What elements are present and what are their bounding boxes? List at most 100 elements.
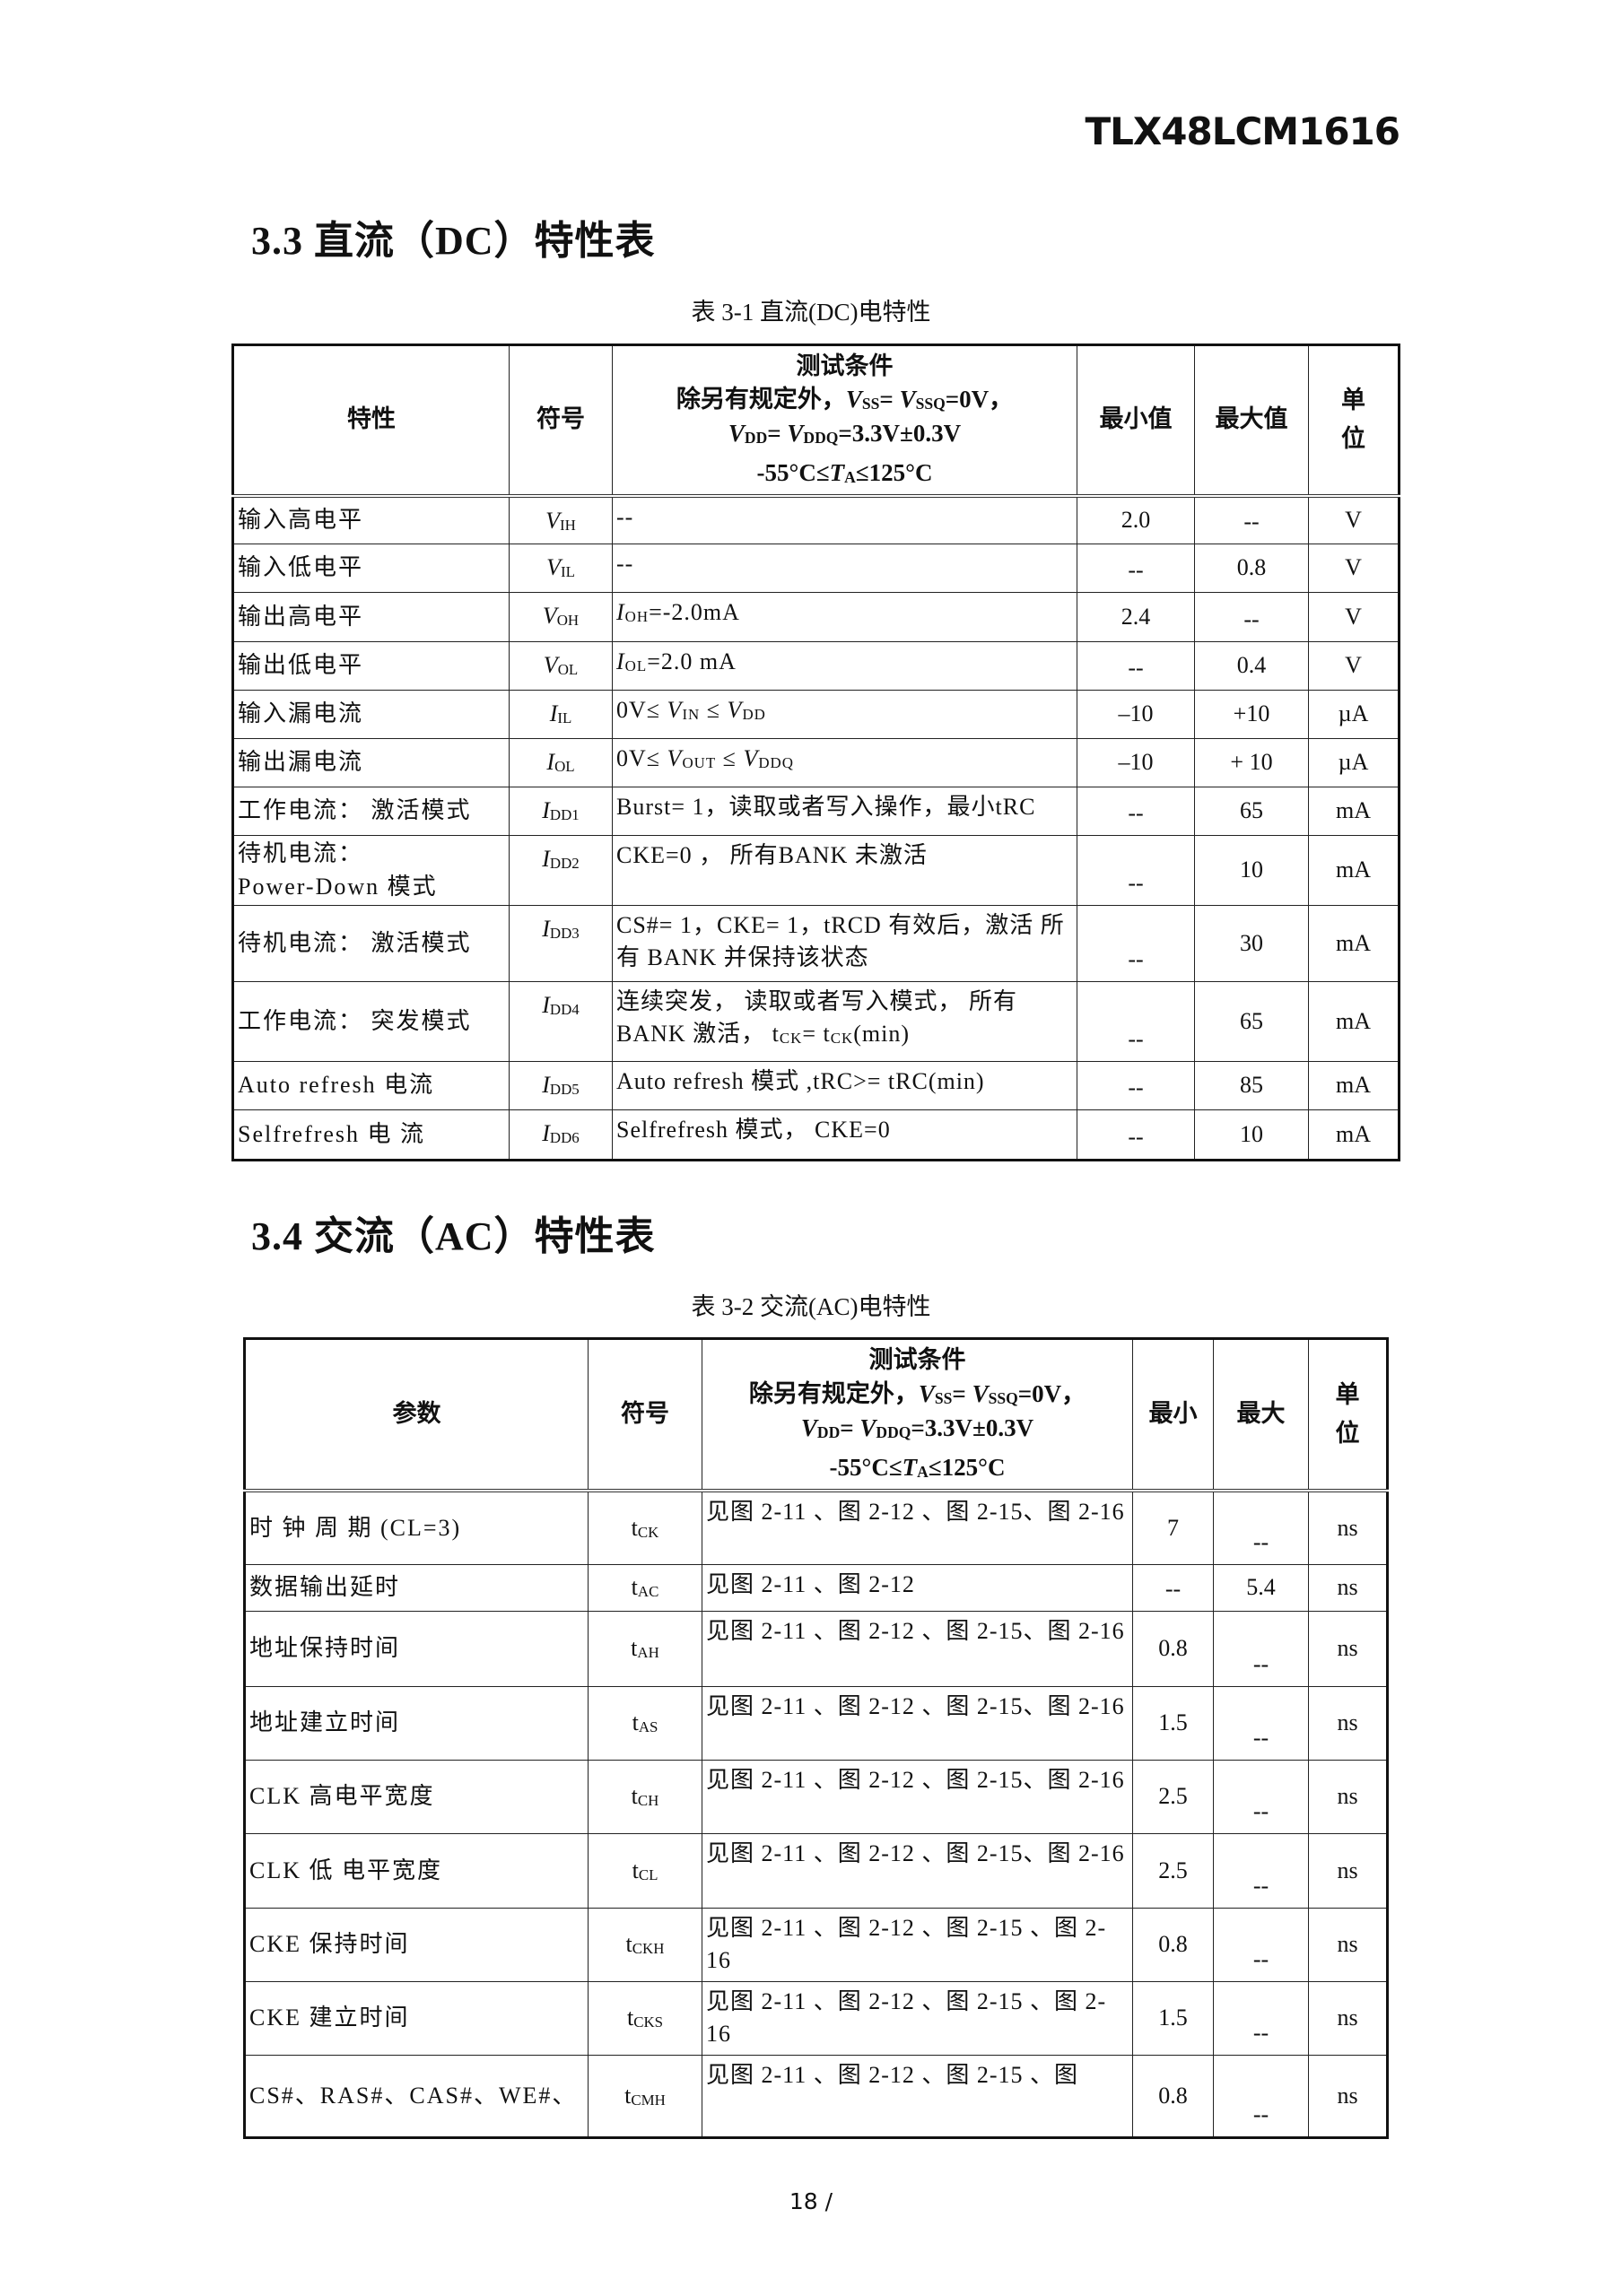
param-cell: 输入高电平 <box>232 495 510 544</box>
min-cell: -- <box>1077 835 1195 906</box>
max-cell: -- <box>1213 2055 1309 2138</box>
table-row: CS#、RAS#、CAS#、WE#、 tCMH 见图 2-11 、图 2-12 、图… <box>244 2055 1388 2138</box>
table-row: 地址建立时间 tAS 见图 2-11 、图 2-12 、图 2-15、图 2-16 1… <box>244 1686 1388 1761</box>
condition-cell: CS#= 1，CKE= 1，tRCD 有效后，激活 所有 BANK 并保持该状态 <box>612 905 1077 982</box>
min-cell: 2.0 <box>1077 495 1195 544</box>
unit-cell: ns <box>1308 1611 1388 1687</box>
unit-cell: ns <box>1308 1833 1388 1909</box>
max-cell: 10 <box>1194 835 1309 906</box>
param-cell: 地址建立时间 <box>244 1686 589 1761</box>
header-symbol: 符号 <box>588 1338 702 1491</box>
table-row: 地址保持时间 tAH 见图 2-11 、图 2-12 、图 2-15、图 2-16 0… <box>244 1611 1388 1687</box>
table-header-row: 特性 符号 测试条件 除另有规定外，VSS= VSSQ=0V， VDD= VDDQ=… <box>232 344 1400 496</box>
max-cell: -- <box>1213 1908 1309 1982</box>
symbol-cell: VOL <box>509 641 613 691</box>
max-cell: 65 <box>1194 981 1309 1062</box>
symbol-cell: tCKH <box>588 1908 702 1982</box>
ac-characteristics-table: 参数 符号 测试条件 除另有规定外，VSS= VSSQ=0V， VDD= VDDQ=… <box>243 1337 1389 2139</box>
header-param: 特性 <box>232 344 510 496</box>
symbol-cell: IDD6 <box>509 1109 613 1161</box>
table-row: 时 钟 周 期 (CL=3) tCK 见图 2-11 、图 2-12 、图 2-15… <box>244 1490 1388 1565</box>
header-max: 最大 <box>1213 1338 1309 1491</box>
condition-cell: Auto refresh 模式 ,tRC>= tRC(min) <box>612 1061 1077 1110</box>
min-cell: –10 <box>1077 690 1195 739</box>
table-row: 待机电流： 激活模式 IDD3 CS#= 1，CKE= 1，tRCD 有效后，激活 … <box>232 905 1400 982</box>
symbol-cell: IDD3 <box>509 905 613 982</box>
table-row: 待机电流： Power-Down 模式 IDD2 CKE=0 ， 所有BANK 未激… <box>232 835 1400 906</box>
unit-cell: V <box>1308 495 1400 544</box>
param-cell: 输出漏电流 <box>232 738 510 787</box>
unit-cell: V <box>1308 592 1400 642</box>
param-cell: CLK 高电平宽度 <box>244 1760 589 1834</box>
table-row: CKE 保持时间 tCKH 见图 2-11 、图 2-12 、图 2-15 、图 2… <box>244 1908 1388 1982</box>
param-cell: CKE 建立时间 <box>244 1981 589 2056</box>
unit-cell: mA <box>1308 1061 1400 1110</box>
header-min: 最小 <box>1132 1338 1214 1491</box>
param-cell: CKE 保持时间 <box>244 1908 589 1982</box>
max-cell: 10 <box>1194 1109 1309 1161</box>
condition-cell: 0V≤ VOUT ≤ VDDQ <box>612 738 1077 787</box>
unit-cell: mA <box>1308 1109 1400 1161</box>
condition-line: VDD= VDDQ=3.3V±0.3V <box>800 1413 1034 1441</box>
symbol-cell: VIH <box>509 495 613 544</box>
min-cell: -- <box>1077 981 1195 1062</box>
document-id: TLX48LCM1616 <box>1085 109 1400 153</box>
table-row: Auto refresh 电流 IDD5 Auto refresh 模式 ,tRC>… <box>232 1061 1400 1110</box>
unit-cell: mA <box>1308 787 1400 836</box>
max-cell: 65 <box>1194 787 1309 836</box>
unit-cell: ns <box>1308 1760 1388 1834</box>
condition-cell: 见图 2-11 、图 2-12 、图 2-15、图 2-16 <box>702 1490 1133 1565</box>
min-cell: -- <box>1077 787 1195 836</box>
symbol-cell: IDD4 <box>509 981 613 1062</box>
condition-line: VDD= VDDQ=3.3V±0.3V <box>728 420 962 448</box>
condition-cell: -- <box>612 495 1077 544</box>
min-cell: 1.5 <box>1132 1686 1214 1761</box>
min-cell: –10 <box>1077 738 1195 787</box>
min-cell: 7 <box>1132 1490 1214 1565</box>
unit-cell: ns <box>1308 1490 1388 1565</box>
table-row: CLK 高电平宽度 tCH 见图 2-11 、图 2-12 、图 2-15、图 2-… <box>244 1760 1388 1834</box>
table-caption-ac: 表 3-2 交流(AC)电特性 <box>691 1293 931 1320</box>
param-cell: CS#、RAS#、CAS#、WE#、 <box>244 2055 589 2138</box>
max-cell: -- <box>1213 1760 1309 1834</box>
header-symbol: 符号 <box>509 344 613 496</box>
condition-cell: 见图 2-11 、图 2-12 、图 2-15、图 2-16 <box>702 1760 1133 1834</box>
table-row: 数据输出延时 tAC 见图 2-11 、图 2-12 -- 5.4 ns <box>244 1564 1388 1612</box>
param-cell: Auto refresh 电流 <box>232 1061 510 1110</box>
header-unit: 单位 <box>1308 1338 1388 1491</box>
table-row: CKE 建立时间 tCKS 见图 2-11 、图 2-12 、图 2-15 、图 2… <box>244 1981 1388 2056</box>
condition-cell: 0V≤ VIN ≤ VDD <box>612 690 1077 739</box>
condition-line: -55°C≤TA≤125°C <box>756 459 933 487</box>
condition-line: 测试条件 <box>868 1346 966 1374</box>
symbol-cell: IIL <box>509 690 613 739</box>
max-cell: -- <box>1213 1490 1309 1565</box>
param-cell: 待机电流： Power-Down 模式 <box>232 835 510 906</box>
min-cell: 0.8 <box>1132 2055 1214 2138</box>
unit-cell: mA <box>1308 835 1400 906</box>
condition-cell: IOL=2.0 mA <box>612 641 1077 691</box>
max-cell: -- <box>1213 1981 1309 2056</box>
condition-cell: 见图 2-11 、图 2-12 <box>702 1564 1133 1612</box>
section-title-dc: 3.3 直流（DC）特性表 <box>251 219 656 263</box>
unit-cell: mA <box>1308 905 1400 982</box>
max-cell: -- <box>1194 495 1309 544</box>
min-cell: 0.8 <box>1132 1611 1214 1687</box>
condition-cell: 见图 2-11 、图 2-12 、图 2-15、图 2-16 <box>702 1611 1133 1687</box>
param-cell: 输出低电平 <box>232 641 510 691</box>
max-cell: 5.4 <box>1213 1564 1309 1612</box>
symbol-cell: tCH <box>588 1760 702 1834</box>
table-row: 工作电流： 突发模式 IDD4 连续突发， 读取或者写入模式， 所有 BANK 激活… <box>232 981 1400 1062</box>
table-row: 输入高电平 VIH -- 2.0 -- V <box>232 495 1400 544</box>
param-cell: 时 钟 周 期 (CL=3) <box>244 1490 589 1565</box>
unit-cell: µA <box>1308 738 1400 787</box>
unit-cell: µA <box>1308 690 1400 739</box>
header-min: 最小值 <box>1077 344 1195 496</box>
condition-cell: IOH=-2.0mA <box>612 592 1077 642</box>
table-row: CLK 低 电平宽度 tCL 见图 2-11 、图 2-12 、图 2-15、图 2… <box>244 1833 1388 1909</box>
param-cell: 输出高电平 <box>232 592 510 642</box>
symbol-cell: IDD2 <box>509 835 613 906</box>
condition-cell: 见图 2-11 、图 2-12 、图 2-15、图 2-16 <box>702 1833 1133 1909</box>
min-cell: 0.8 <box>1132 1908 1214 1982</box>
max-cell: 85 <box>1194 1061 1309 1110</box>
